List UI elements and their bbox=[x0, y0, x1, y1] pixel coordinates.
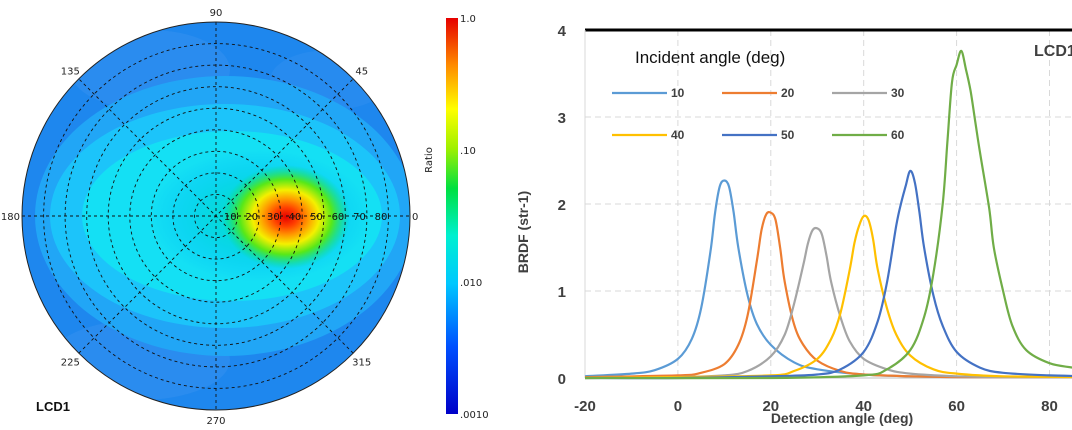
colorbar-ticks: 1.0 .10 .010 .0010 bbox=[460, 14, 489, 421]
x-tick-label: 80 bbox=[1041, 398, 1058, 415]
y-tick-labels: 0 1 2 3 4 bbox=[558, 23, 567, 388]
legend-title: Incident angle (deg) bbox=[635, 48, 785, 67]
polar-ring-label: 10 bbox=[224, 212, 237, 223]
y-tick-label: 2 bbox=[558, 197, 566, 214]
chart-legend: 10 20 30 40 50 60 bbox=[612, 86, 905, 142]
series-line-40 bbox=[584, 214, 1072, 380]
y-tick-label: 3 bbox=[558, 110, 566, 127]
colorbar-title: Ratio bbox=[424, 147, 435, 173]
polar-angle-labels: 90 45 0 315 270 225 180 135 bbox=[1, 8, 418, 427]
polar-axis-diagonal bbox=[78, 78, 354, 354]
chart-corner-label: LCD1 bbox=[1034, 43, 1072, 60]
polar-outline bbox=[21, 21, 411, 411]
x-tick-label: 60 bbox=[948, 398, 965, 415]
polar-grid bbox=[22, 22, 410, 410]
legend-label-20: 20 bbox=[781, 86, 795, 100]
legend-label-60: 60 bbox=[891, 128, 905, 142]
series-line-20 bbox=[584, 210, 1072, 379]
polar-angle-tick: 90 bbox=[210, 8, 223, 19]
polar-ring bbox=[86, 86, 346, 346]
legend-label-30: 30 bbox=[891, 86, 905, 100]
x-axis-title: Detection angle (deg) bbox=[771, 410, 913, 426]
polar-ring-label: 70 bbox=[353, 212, 366, 223]
colorbar-tick: 1.0 bbox=[460, 14, 476, 25]
colorbar-tick: .0010 bbox=[460, 410, 489, 421]
polar-ring bbox=[129, 129, 303, 303]
chart-grid bbox=[585, 30, 1072, 378]
polar-angle-tick: 225 bbox=[61, 358, 80, 369]
legend-label-40: 40 bbox=[671, 128, 685, 142]
polar-angle-tick: 315 bbox=[352, 358, 371, 369]
x-tick-labels: -20 0 20 40 60 80 bbox=[574, 398, 1058, 415]
chart-series bbox=[584, 49, 1072, 380]
polar-ring bbox=[193, 193, 239, 239]
polar-ring-labels: 10 20 30 40 50 60 70 80 bbox=[224, 212, 388, 223]
polar-ring-label: 40 bbox=[288, 212, 301, 223]
polar-ring-label: 30 bbox=[267, 212, 280, 223]
polar-angle-tick: 45 bbox=[355, 66, 368, 77]
polar-angle-tick: 135 bbox=[61, 66, 80, 77]
y-axis-title: BRDF (str-1) bbox=[515, 191, 531, 273]
series-line-30 bbox=[584, 226, 1072, 380]
polar-angle-tick: 270 bbox=[206, 416, 225, 427]
polar-angle-tick: 0 bbox=[412, 212, 418, 223]
series-line-60 bbox=[584, 49, 1072, 380]
polar-ring-label: 20 bbox=[245, 212, 258, 223]
x-tick-label: -20 bbox=[574, 398, 596, 415]
polar-ring-label: 80 bbox=[375, 212, 388, 223]
polar-plot-label: LCD1 bbox=[36, 399, 70, 414]
series-line-10 bbox=[584, 179, 1072, 379]
brdf-line-chart: -20 0 20 40 60 80 0 1 2 3 4 Detection angle (deg)… bbox=[515, 23, 1072, 426]
x-tick-label: 20 bbox=[762, 398, 779, 415]
series-line-50 bbox=[584, 169, 1072, 380]
x-tick-label: 40 bbox=[855, 398, 872, 415]
colorbar-tick: .010 bbox=[460, 278, 482, 289]
y-tick-label: 4 bbox=[558, 23, 567, 40]
legend-label-10: 10 bbox=[671, 86, 685, 100]
polar-brdf-plot: 90 45 0 315 270 225 180 135 10 20 30 40 50 60 70 80 LC… bbox=[1, 8, 489, 427]
colorbar bbox=[446, 18, 458, 414]
colorbar-tick: .10 bbox=[460, 146, 476, 157]
y-tick-label: 1 bbox=[558, 284, 566, 301]
polar-angle-tick: 180 bbox=[1, 212, 20, 223]
x-tick-label: 0 bbox=[674, 398, 682, 415]
polar-ring-label: 60 bbox=[332, 212, 345, 223]
polar-ring bbox=[172, 172, 260, 260]
y-tick-label: 0 bbox=[558, 371, 566, 388]
polar-ring-label: 50 bbox=[310, 212, 323, 223]
legend-label-50: 50 bbox=[781, 128, 795, 142]
